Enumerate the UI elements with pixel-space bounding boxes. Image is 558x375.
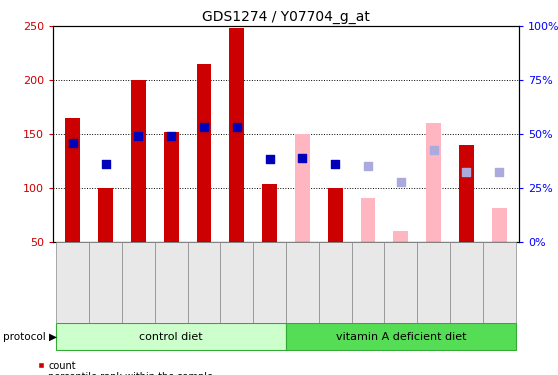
Bar [196,64,211,242]
Bar [262,184,277,242]
Bar [286,242,319,322]
Bar [450,242,483,322]
Bar [155,242,187,322]
Bar [229,28,244,242]
Bar [360,198,376,242]
Bar [65,118,80,242]
Point [298,155,307,161]
Bar [417,242,450,322]
Title: GDS1274 / Y07704_g_at: GDS1274 / Y07704_g_at [202,10,370,24]
Point [101,161,110,167]
Bar [483,242,516,322]
Bar [319,242,352,322]
Point [167,133,176,139]
Point [396,178,405,184]
Legend: count, percentile rank within the sample, value, Detection Call = ABSENT, rank, : count, percentile rank within the sample… [33,357,217,375]
Point [462,169,471,175]
Point [331,161,340,167]
Point [364,164,373,170]
Bar [122,242,155,322]
Bar [131,80,146,242]
Point [495,169,504,175]
Bar [56,242,89,322]
Point [68,140,77,146]
Bar [384,242,417,322]
Bar [253,242,286,322]
Bar [187,242,220,322]
Point [429,147,438,153]
Bar [56,323,286,350]
Bar [89,242,122,322]
Bar [163,132,179,242]
Bar [220,242,253,322]
Bar [459,145,474,242]
Bar [286,323,516,350]
Bar [492,209,507,242]
Point [199,123,208,129]
Bar [295,134,310,242]
Point [232,123,241,129]
Bar [352,242,384,322]
Bar [393,231,408,242]
Bar [328,188,343,242]
Point [134,133,143,139]
Text: control diet: control diet [140,332,203,342]
Point [265,156,274,162]
Text: vitamin A deficient diet: vitamin A deficient diet [335,332,466,342]
Bar [426,123,441,242]
Text: protocol ▶: protocol ▶ [3,332,57,342]
Bar [98,188,113,242]
